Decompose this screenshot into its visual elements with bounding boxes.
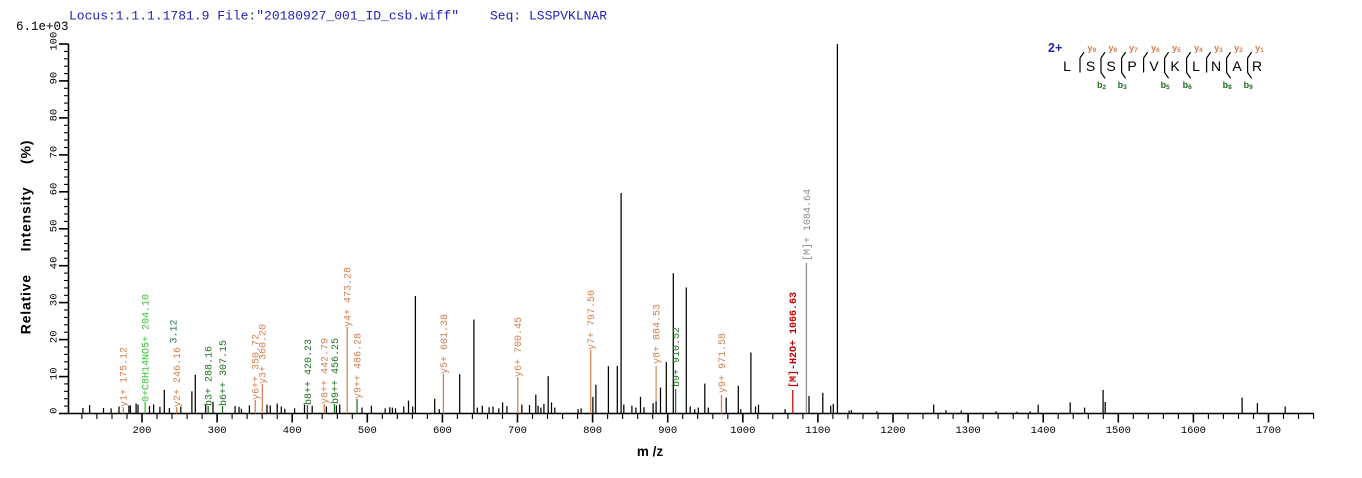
svg-text:500: 500 bbox=[358, 425, 377, 437]
svg-text:b3+ 288.16: b3+ 288.16 bbox=[204, 346, 216, 406]
svg-text:y4+ 473.28: y4+ 473.28 bbox=[344, 267, 355, 327]
svg-text:b3: b3 bbox=[1118, 80, 1128, 91]
svg-text:10: 10 bbox=[49, 367, 61, 380]
svg-text:90: 90 bbox=[49, 72, 61, 85]
svg-text:600: 600 bbox=[433, 425, 452, 437]
svg-text:y8: y8 bbox=[1109, 43, 1118, 54]
svg-text:S: S bbox=[1086, 58, 1095, 74]
svg-text:y1+ 175.12: y1+ 175.12 bbox=[120, 347, 131, 407]
svg-text:L: L bbox=[1192, 58, 1200, 74]
svg-text:L: L bbox=[1063, 58, 1071, 74]
svg-text:0+C8H14NO5+ 204.10: 0+C8H14NO5+ 204.10 bbox=[142, 294, 153, 402]
svg-text:Locus:1.1.1.1781.9 File:"20180: Locus:1.1.1.1781.9 File:"20180927_001_ID… bbox=[69, 9, 459, 24]
svg-text:30: 30 bbox=[49, 293, 61, 306]
svg-text:P: P bbox=[1127, 58, 1136, 74]
svg-text:20: 20 bbox=[49, 330, 61, 343]
svg-text:y6: y6 bbox=[1151, 43, 1160, 54]
svg-text:Relative Intensity (%): Relative Intensity (%) bbox=[18, 140, 34, 334]
svg-text:y5: y5 bbox=[1172, 43, 1181, 54]
svg-text:y5+ 601.38: y5+ 601.38 bbox=[440, 314, 451, 374]
svg-text:y8+ 884.53: y8+ 884.53 bbox=[653, 304, 664, 364]
svg-text:R: R bbox=[1252, 58, 1262, 74]
svg-text:[M]-H2O+ 1066.63: [M]-H2O+ 1066.63 bbox=[788, 292, 800, 388]
svg-text:y9+ 971.58: y9+ 971.58 bbox=[718, 333, 729, 393]
svg-text:S: S bbox=[1106, 58, 1115, 74]
svg-text:1000: 1000 bbox=[730, 425, 755, 437]
svg-text:1200: 1200 bbox=[880, 425, 905, 437]
svg-text:b6: b6 bbox=[1183, 80, 1193, 91]
svg-text:0: 0 bbox=[49, 408, 61, 414]
svg-text:900: 900 bbox=[658, 425, 677, 437]
svg-text:y2+ 246.16: y2+ 246.16 bbox=[173, 347, 184, 407]
svg-text:y4: y4 bbox=[1194, 43, 1203, 54]
svg-text:6.1e+03: 6.1e+03 bbox=[16, 20, 69, 34]
svg-text:y7+ 797.50: y7+ 797.50 bbox=[587, 290, 598, 350]
svg-text:50: 50 bbox=[49, 220, 61, 233]
svg-text:1100: 1100 bbox=[805, 425, 830, 437]
svg-text:b5: b5 bbox=[1161, 80, 1171, 91]
svg-text:800: 800 bbox=[583, 425, 602, 437]
svg-text:y7: y7 bbox=[1129, 43, 1138, 54]
svg-text:2+: 2+ bbox=[1048, 41, 1062, 55]
svg-text:y9: y9 bbox=[1088, 43, 1097, 54]
svg-text:60: 60 bbox=[49, 183, 61, 196]
svg-text:y3: y3 bbox=[1214, 43, 1223, 54]
svg-text:1500: 1500 bbox=[1106, 425, 1131, 437]
svg-text:b6++ 307.15: b6++ 307.15 bbox=[218, 340, 230, 406]
svg-text:y8++ 442.79: y8++ 442.79 bbox=[321, 338, 332, 404]
svg-text:y6+ 700.45: y6+ 700.45 bbox=[514, 317, 525, 377]
svg-text:80: 80 bbox=[49, 109, 61, 122]
svg-text:1600: 1600 bbox=[1181, 425, 1206, 437]
svg-text:y2: y2 bbox=[1234, 43, 1243, 54]
svg-text:400: 400 bbox=[283, 425, 302, 437]
svg-text:y6++ 350.72: y6++ 350.72 bbox=[252, 334, 263, 400]
svg-text:1300: 1300 bbox=[955, 425, 980, 437]
svg-text:Seq: LSSPVKLNAR: Seq: LSSPVKLNAR bbox=[490, 9, 607, 24]
svg-text:N: N bbox=[1211, 58, 1221, 74]
svg-text:b9+ 910.52: b9+ 910.52 bbox=[671, 327, 683, 387]
svg-text:y3+ 360.20: y3+ 360.20 bbox=[259, 324, 270, 384]
svg-text:b2: b2 bbox=[1097, 80, 1107, 91]
svg-text:3.12: 3.12 bbox=[170, 319, 181, 343]
svg-text:1700: 1700 bbox=[1256, 425, 1281, 437]
svg-text:b9: b9 bbox=[1244, 80, 1254, 91]
svg-text:m /z: m /z bbox=[637, 444, 664, 459]
svg-text:700: 700 bbox=[508, 425, 527, 437]
svg-text:[M]+ 1084.64: [M]+ 1084.64 bbox=[802, 189, 814, 261]
svg-text:K: K bbox=[1170, 58, 1180, 74]
svg-text:y9++ 486.28: y9++ 486.28 bbox=[353, 333, 364, 399]
svg-text:100: 100 bbox=[49, 32, 61, 51]
svg-text:40: 40 bbox=[49, 257, 61, 270]
svg-text:V: V bbox=[1149, 58, 1159, 74]
svg-text:70: 70 bbox=[49, 146, 61, 159]
svg-text:300: 300 bbox=[208, 425, 227, 437]
svg-text:b8: b8 bbox=[1223, 80, 1233, 91]
svg-text:b9++ 456.25: b9++ 456.25 bbox=[330, 338, 342, 404]
svg-text:b8++ 420.23: b8++ 420.23 bbox=[303, 339, 315, 405]
svg-text:y1: y1 bbox=[1255, 43, 1264, 54]
svg-text:200: 200 bbox=[133, 425, 152, 437]
svg-text:1400: 1400 bbox=[1031, 425, 1056, 437]
svg-text:A: A bbox=[1232, 58, 1242, 74]
